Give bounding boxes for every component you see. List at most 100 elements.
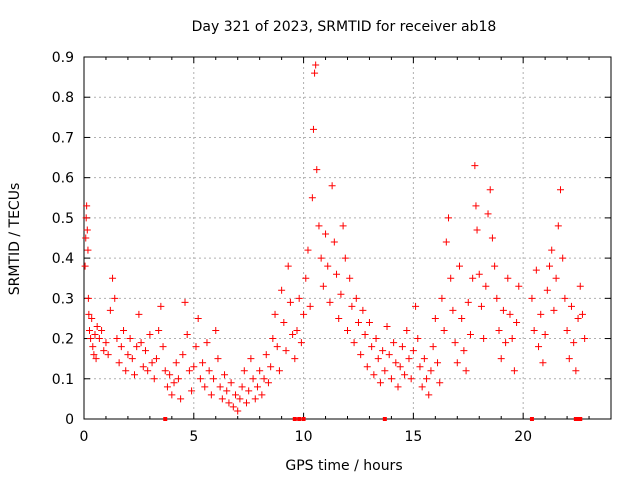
data-point [141,347,149,355]
data-point [300,310,308,318]
data-point [304,246,312,254]
data-point [109,274,117,282]
data-point [317,254,325,262]
data-point [146,331,154,339]
data-point [245,387,253,395]
data-point [256,367,264,375]
data-point [293,327,301,335]
data-point [196,375,204,383]
data-point [480,335,488,343]
data-point [267,363,275,371]
data-point [495,327,503,335]
data-point [416,363,424,371]
data-point [328,182,336,190]
data-point [578,310,586,318]
zero-data-point [578,417,583,421]
x-tick-label: 20 [514,429,532,445]
data-point [188,387,196,395]
data-point [532,266,540,274]
data-point [240,367,248,375]
grid-lines [84,56,611,419]
data-point [278,286,286,294]
data-point [185,367,193,375]
data-point [102,339,110,347]
data-point [504,274,512,282]
axis-ticks: 0 0.1 0.2 0.3 0.4 0.5 0.6 0.7 0.8 0.9 0 5 10 15 20 [52,50,612,445]
data-point [258,391,266,399]
data-point [242,399,250,407]
data-point [212,327,220,335]
zero-data-point [576,417,581,421]
data-point [357,351,365,359]
data-point [440,327,448,335]
data-point [306,302,314,310]
data-point [100,347,108,355]
data-point [104,351,112,359]
data-point [567,302,575,310]
data-point [513,318,521,326]
data-point [344,327,351,335]
data-point [464,298,472,306]
data-point [227,379,235,387]
data-point [396,363,404,371]
data-point [264,379,272,387]
data-point [172,359,180,367]
data-point [488,234,496,242]
data-point [473,226,481,234]
data-point [365,318,373,326]
data-point [170,379,178,387]
data-point [552,274,560,282]
data-point [161,367,169,375]
zero-data-point [382,417,387,421]
data-point [438,294,446,302]
data-point [152,355,160,363]
zero-data-point [163,417,168,421]
data-point [183,331,191,339]
data-point [216,383,224,391]
data-point [515,282,523,290]
data-point [115,359,123,367]
data-point [177,395,185,403]
data-point [330,238,338,246]
data-point [309,125,317,133]
data-point [95,335,103,343]
data-point [131,371,139,379]
data-point [98,327,106,335]
data-point [350,339,358,347]
data-point [262,351,270,359]
data-point [548,246,556,254]
data-point [308,194,316,202]
data-point [324,262,332,270]
data-point [412,302,420,310]
data-point [295,294,303,302]
data-point [249,375,257,383]
data-point [144,367,152,375]
data-point [122,367,130,375]
data-point [401,371,409,379]
data-point [368,343,376,351]
data-point [469,274,477,282]
data-point [363,363,371,371]
data-point [546,262,554,270]
data-point [190,363,198,371]
plot-frame [83,56,612,420]
data-point [247,355,255,363]
data-point [418,383,426,391]
data-point [550,306,558,314]
y-tick-label: 0.6 [52,171,74,187]
data-point [210,375,218,383]
data-point [82,214,90,222]
data-point [574,314,582,322]
data-point [445,214,453,222]
data-point [499,306,507,314]
data-point [466,331,474,339]
y-tick-label: 0.9 [52,50,74,66]
data-point [128,355,136,363]
data-point [311,69,319,77]
data-point [559,254,567,262]
data-point [282,347,290,355]
data-point [111,294,119,302]
data-point [207,391,215,399]
data-point [528,294,536,302]
y-tick-label: 0.7 [52,130,74,146]
